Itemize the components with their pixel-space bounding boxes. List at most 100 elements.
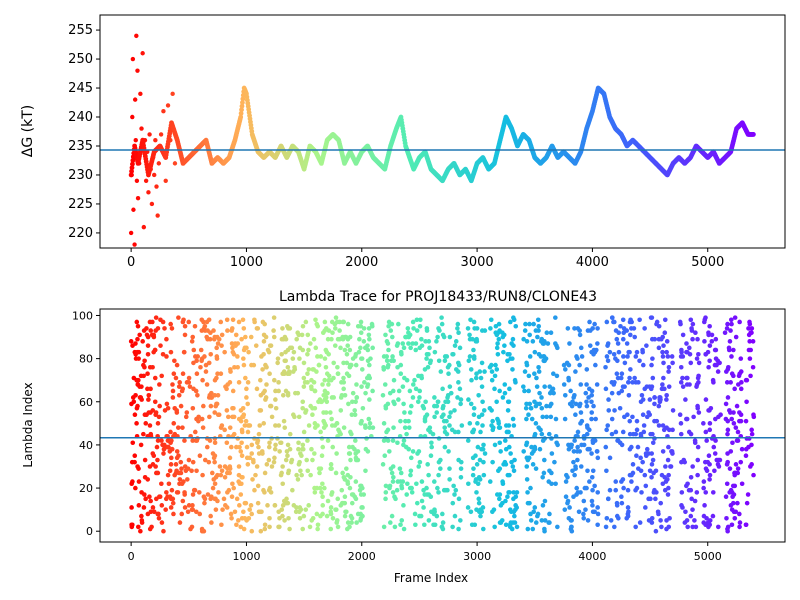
lambda-point xyxy=(726,345,732,351)
lambda-point xyxy=(403,418,408,424)
lambda-point xyxy=(413,386,419,392)
lambda-point xyxy=(604,427,609,433)
lambda-point xyxy=(130,440,136,446)
lambda-point xyxy=(715,462,721,467)
lambda-point xyxy=(225,490,230,495)
lambda-point xyxy=(656,423,662,428)
lambda-point xyxy=(702,317,708,323)
lambda-point xyxy=(724,326,730,331)
lambda-point xyxy=(491,507,497,512)
lambda-point xyxy=(261,339,267,344)
lambda-point xyxy=(288,459,294,465)
lambda-point xyxy=(235,364,240,370)
lambda-point xyxy=(161,442,167,448)
lambda-point xyxy=(450,352,456,357)
lambda-point xyxy=(739,446,745,452)
lambda-point xyxy=(532,399,537,405)
lambda-point xyxy=(649,315,655,320)
lambda-point xyxy=(219,522,224,528)
lambda-point xyxy=(688,474,694,480)
lambda-point xyxy=(272,446,278,452)
lambda-point xyxy=(736,373,742,379)
lambda-point xyxy=(330,515,336,521)
lambda-point xyxy=(397,466,403,471)
lambda-point xyxy=(525,490,530,495)
lambda-point xyxy=(439,321,445,327)
lambda-point xyxy=(650,457,656,463)
lambda-point xyxy=(432,414,437,420)
lambda-point xyxy=(135,524,141,530)
lambda-point xyxy=(476,509,482,515)
lambda-point xyxy=(690,464,695,469)
lambda-point xyxy=(589,410,595,415)
lambda-point xyxy=(219,423,225,428)
lambda-point xyxy=(280,481,286,487)
lambda-point xyxy=(679,490,685,495)
lambda-point xyxy=(190,405,196,411)
lambda-point xyxy=(434,410,440,415)
lambda-point xyxy=(367,421,373,426)
lambda-point xyxy=(512,513,517,519)
lambda-point xyxy=(419,498,425,504)
lambda-point xyxy=(307,524,313,530)
lambda-point xyxy=(693,524,699,530)
lambda-point xyxy=(171,421,177,426)
lambda-point xyxy=(747,356,753,361)
x-tick-label: 3000 xyxy=(461,255,494,270)
lambda-point xyxy=(607,487,613,493)
lambda-point xyxy=(300,446,305,452)
lambda-point xyxy=(452,492,457,497)
lambda-point xyxy=(422,492,428,497)
lambda-point xyxy=(670,360,675,366)
lambda-point xyxy=(408,345,413,351)
lambda-point xyxy=(495,341,500,346)
lambda-point xyxy=(703,397,709,402)
lambda-point xyxy=(731,421,737,426)
lambda-point xyxy=(318,399,324,405)
lambda-point xyxy=(212,410,218,415)
lambda-point xyxy=(639,392,645,398)
lambda-point xyxy=(280,513,285,519)
lambda-point xyxy=(305,468,311,474)
lambda-point xyxy=(581,515,587,521)
lambda-point xyxy=(573,412,578,418)
lambda-point xyxy=(142,457,148,463)
lambda-point xyxy=(401,442,406,448)
lambda-point xyxy=(643,505,648,510)
lambda-point xyxy=(722,330,728,336)
lambda-point xyxy=(750,339,756,344)
lambda-point xyxy=(547,403,553,409)
lambda-point xyxy=(542,526,547,532)
lambda-point xyxy=(181,349,187,355)
lambda-point xyxy=(468,317,473,323)
lambda-point xyxy=(621,485,626,491)
lambda-point xyxy=(260,451,265,456)
lambda-point xyxy=(172,472,177,478)
lambda-point xyxy=(330,330,335,336)
lambda-point xyxy=(441,403,446,409)
lambda-point xyxy=(302,380,308,385)
lambda-point xyxy=(743,522,749,528)
lambda-point xyxy=(338,408,344,413)
lambda-point xyxy=(228,511,234,517)
lambda-point xyxy=(703,429,709,435)
lambda-point xyxy=(662,386,667,392)
lambda-point xyxy=(477,477,483,482)
delta-g-point xyxy=(156,161,162,166)
lambda-point xyxy=(241,356,246,361)
lambda-point xyxy=(728,410,733,415)
lambda-point xyxy=(300,442,306,448)
lambda-point xyxy=(587,446,592,452)
lambda-point xyxy=(467,354,473,359)
lambda-point xyxy=(331,395,336,400)
lambda-point xyxy=(650,440,656,446)
lambda-point xyxy=(641,423,647,428)
lambda-point xyxy=(367,362,372,368)
lambda-point xyxy=(335,371,341,377)
lambda-point xyxy=(131,375,137,381)
lambda-point xyxy=(743,418,749,424)
lambda-point xyxy=(696,352,701,357)
lambda-point xyxy=(511,343,516,348)
lambda-point xyxy=(293,509,299,515)
lambda-point xyxy=(569,524,574,530)
